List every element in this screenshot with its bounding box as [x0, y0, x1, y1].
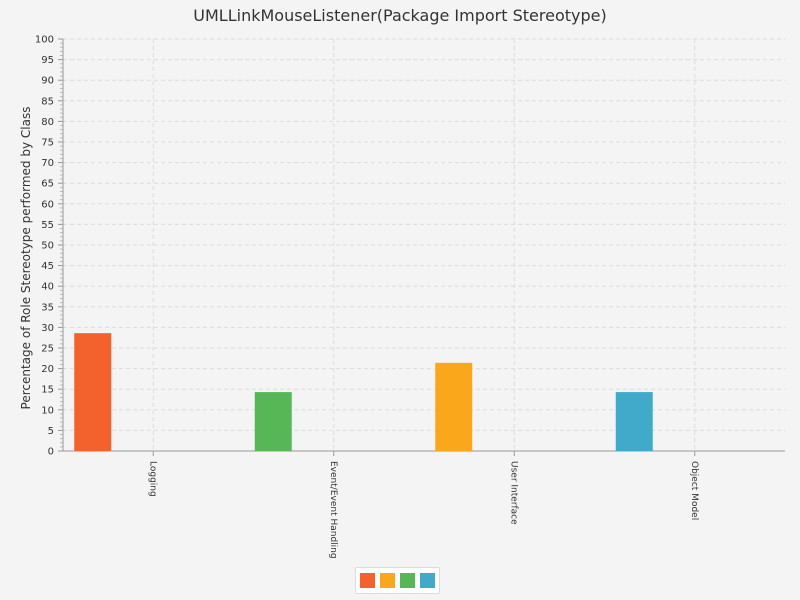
x-tick-label: Logging: [147, 461, 157, 497]
y-tick-label: 35: [41, 302, 54, 313]
y-tick-label: 75: [41, 138, 54, 149]
bar: [74, 333, 112, 451]
y-tick-label: 55: [41, 220, 54, 231]
axis-layer: [58, 38, 785, 456]
y-tick-label: 80: [41, 117, 54, 128]
y-tick-label: 40: [41, 282, 54, 293]
grid-layer: [63, 38, 785, 451]
x-tick-label: User Interface: [508, 461, 518, 525]
y-tick-label: 30: [41, 323, 54, 334]
y-tick-label: 50: [41, 241, 54, 252]
y-tick-label: 60: [41, 199, 54, 210]
y-tick-label: 95: [41, 55, 54, 66]
y-tick-label: 5: [48, 426, 54, 437]
y-tick-label: 70: [41, 158, 54, 169]
y-tick-label: 45: [41, 261, 54, 272]
y-tick-label: 90: [41, 76, 54, 87]
label-layer: 0 5 10 15 20 25 30 35 40 45 50 55 60 65 70 75 80 85 90 95 10…: [35, 35, 699, 559]
y-axis-label: Percentage of Role Stereotype performed …: [19, 107, 33, 410]
bar-layer: [74, 333, 653, 451]
legend: [355, 567, 440, 594]
legend-swatch: [400, 573, 415, 588]
y-tick-label: 100: [35, 35, 54, 46]
y-tick-label: 10: [41, 405, 54, 416]
legend-swatch: [380, 573, 395, 588]
y-tick-label: 25: [41, 344, 54, 355]
y-tick-label: 85: [41, 96, 54, 107]
y-tick-label: 20: [41, 364, 54, 375]
bar: [615, 392, 653, 451]
y-tick-label: 0: [48, 447, 54, 458]
y-tick-label: 65: [41, 179, 54, 190]
x-tick-label: Object Model: [689, 461, 699, 520]
legend-swatch: [420, 573, 435, 588]
legend-swatch: [360, 573, 375, 588]
x-tick-label: Event/Event Handling: [328, 461, 338, 559]
bar: [254, 392, 292, 451]
chart-title: UMLLinkMouseListener(Package Import Ster…: [193, 6, 607, 25]
bar: [435, 362, 473, 451]
y-tick-label: 15: [41, 385, 54, 396]
